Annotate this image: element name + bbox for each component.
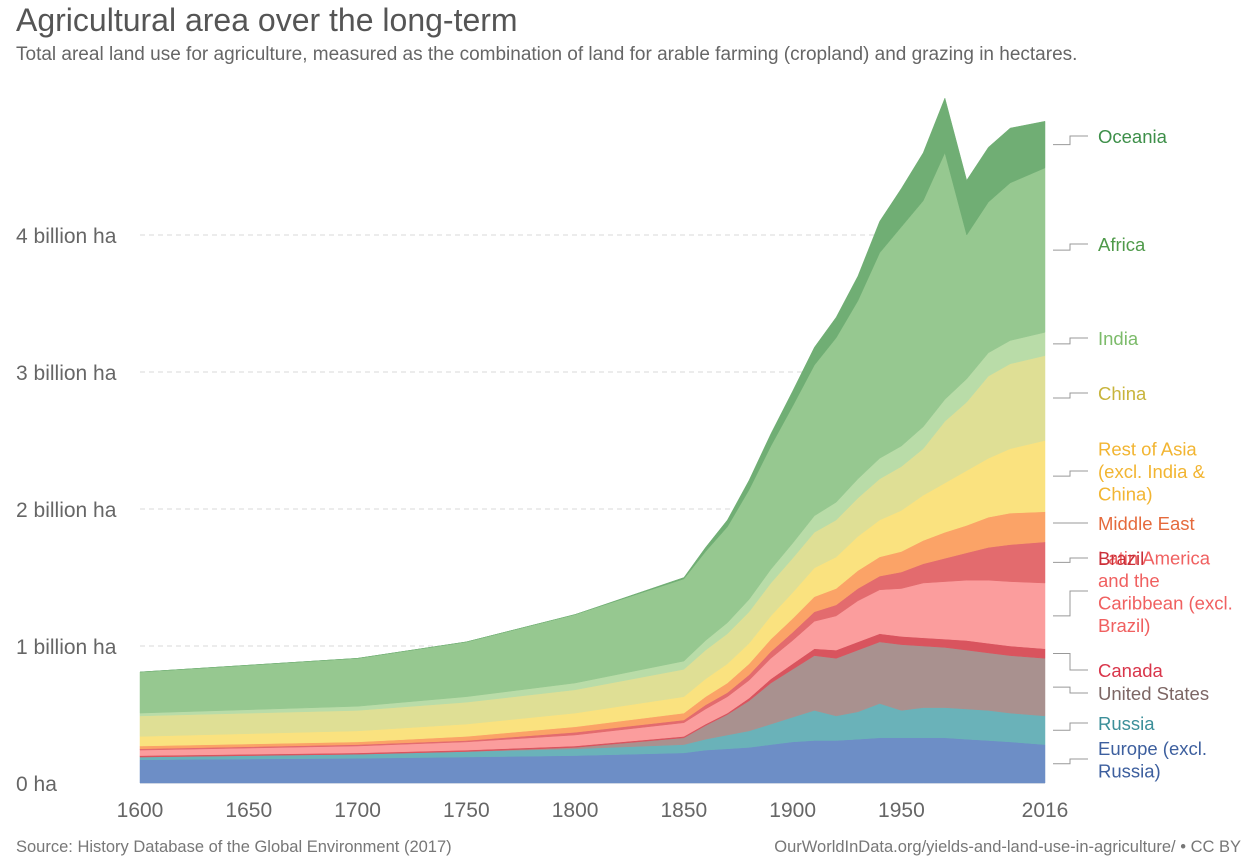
legend-connector bbox=[1053, 470, 1088, 477]
legend-connector bbox=[1053, 337, 1088, 345]
x-axis: 1600 1650 1700 1750 1800 1850 1900 1950 2016 bbox=[117, 799, 1069, 822]
legend-item[interactable]: Oceania bbox=[1053, 126, 1168, 147]
legend-connector bbox=[1053, 557, 1088, 563]
legend-label: Latin America and the Caribbean (excl. Braz… bbox=[1098, 547, 1233, 636]
legend-label: Russia bbox=[1098, 713, 1155, 734]
x-tick-label: 1950 bbox=[878, 799, 925, 822]
x-tick-label: 1600 bbox=[117, 799, 164, 822]
legend-connector bbox=[1053, 392, 1088, 399]
legend-label: Brazil bbox=[1098, 548, 1144, 569]
source-note: Source: History Database of the Global E… bbox=[16, 838, 452, 856]
legend-item[interactable]: India bbox=[1053, 328, 1139, 349]
legend-item[interactable]: Middle East bbox=[1053, 513, 1195, 534]
legend-label: Middle East bbox=[1098, 513, 1195, 534]
x-tick-label: 1900 bbox=[769, 799, 816, 822]
x-tick-label: 1700 bbox=[334, 799, 381, 822]
legend-connector bbox=[1053, 686, 1088, 694]
chart-subtitle: Total areal land use for agriculture, me… bbox=[16, 44, 1078, 65]
x-tick-label: 1750 bbox=[443, 799, 490, 822]
legend-connector bbox=[1053, 243, 1088, 251]
legend-item[interactable]: Africa bbox=[1053, 234, 1146, 255]
legend-item[interactable]: Russia bbox=[1053, 713, 1155, 734]
legend-label: Oceania bbox=[1098, 126, 1168, 147]
credit-link[interactable]: OurWorldInData.org/yields-and-land-use-i… bbox=[774, 838, 1241, 856]
x-tick-label: 1800 bbox=[552, 799, 599, 822]
legend-connector bbox=[1053, 653, 1088, 671]
legend-item[interactable]: Latin America and the Caribbean (excl. Braz… bbox=[1053, 547, 1233, 636]
legend-label: Africa bbox=[1098, 234, 1146, 255]
y-tick-label: 4 billion ha bbox=[16, 225, 117, 248]
area-oceania[interactable] bbox=[139, 97, 1046, 673]
legend-item[interactable]: Rest of Asia (excl. India & China) bbox=[1053, 439, 1206, 505]
area-series bbox=[139, 97, 1046, 784]
legend-connector bbox=[1053, 135, 1088, 146]
y-tick-label: 0 ha bbox=[16, 773, 57, 796]
y-tick-label: 1 billion ha bbox=[16, 636, 117, 659]
y-axis: 0 ha 1 billion ha 2 billion ha 3 billion ha… bbox=[16, 225, 117, 796]
legend-label: Europe (excl. Russia) bbox=[1098, 738, 1207, 782]
legend-item[interactable]: United States bbox=[1053, 683, 1209, 704]
x-tick-label: 1850 bbox=[661, 799, 708, 822]
legend-item[interactable]: Brazil bbox=[1053, 548, 1144, 569]
legend-connector bbox=[1053, 722, 1088, 731]
y-tick-label: 2 billion ha bbox=[16, 499, 117, 522]
legend-item[interactable]: Europe (excl. Russia) bbox=[1053, 738, 1207, 782]
x-tick-label: 2016 bbox=[1022, 799, 1069, 822]
legend-item[interactable]: Canada bbox=[1053, 653, 1164, 682]
chart-title: Agricultural area over the long-term bbox=[16, 2, 518, 38]
legend-label: United States bbox=[1098, 683, 1209, 704]
legend-label: China bbox=[1098, 383, 1147, 404]
y-tick-label: 3 billion ha bbox=[16, 362, 117, 385]
x-tick-label: 1650 bbox=[225, 799, 272, 822]
legend-connector bbox=[1053, 590, 1088, 617]
legend-item[interactable]: China bbox=[1053, 383, 1147, 404]
legend-label: Rest of Asia (excl. India & China) bbox=[1098, 439, 1206, 505]
legend-label: India bbox=[1098, 328, 1139, 349]
legend-connector bbox=[1053, 758, 1088, 765]
legend-label: Canada bbox=[1098, 660, 1164, 681]
